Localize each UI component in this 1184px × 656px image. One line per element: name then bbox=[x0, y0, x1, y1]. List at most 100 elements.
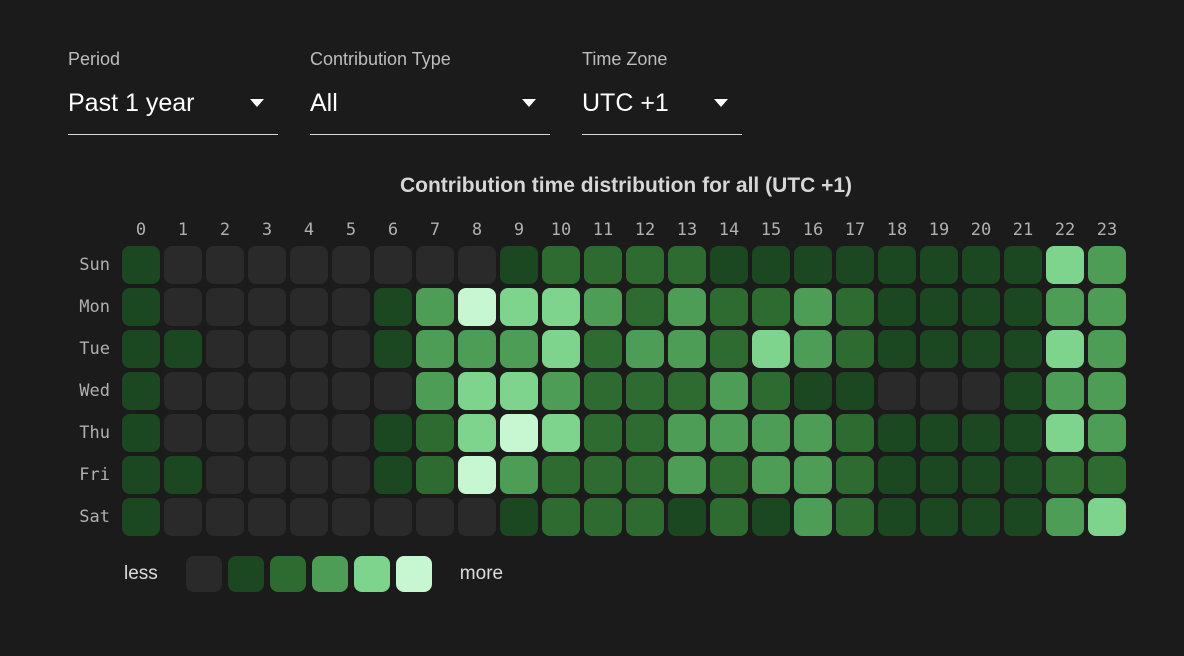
heatmap-cell bbox=[164, 330, 202, 368]
heatmap-cell bbox=[1004, 456, 1042, 494]
heatmap-cell bbox=[752, 414, 790, 452]
hour-label: 16 bbox=[802, 220, 824, 240]
heatmap-cell bbox=[626, 288, 664, 326]
heatmap-cell bbox=[542, 372, 580, 410]
heatmap-cell bbox=[542, 330, 580, 368]
heatmap-cell bbox=[836, 414, 874, 452]
heatmap-cell bbox=[668, 456, 706, 494]
hour-label: 13 bbox=[676, 220, 698, 240]
heatmap-cell bbox=[416, 246, 454, 284]
hour-label: 22 bbox=[1054, 220, 1076, 240]
legend-swatch bbox=[311, 556, 348, 592]
heatmap-cell bbox=[332, 288, 370, 326]
day-label: Tue bbox=[79, 339, 110, 359]
heatmap-cell bbox=[416, 372, 454, 410]
hour-label: 21 bbox=[1012, 220, 1034, 240]
hour-label: 14 bbox=[718, 220, 740, 240]
heatmap-cell bbox=[290, 246, 328, 284]
heatmap-cell bbox=[542, 288, 580, 326]
heatmap-cell bbox=[164, 498, 202, 536]
heatmap-cell bbox=[752, 456, 790, 494]
heatmap-cell bbox=[584, 498, 622, 536]
heatmap-cell bbox=[206, 414, 244, 452]
heatmap-cell bbox=[290, 330, 328, 368]
heatmap-corner-spacer bbox=[68, 216, 118, 242]
heatmap-cell bbox=[584, 288, 622, 326]
heatmap-cell bbox=[794, 498, 832, 536]
heatmap-cell bbox=[836, 330, 874, 368]
heatmap-cell bbox=[836, 372, 874, 410]
contribution-type-label: Contribution Type bbox=[310, 49, 451, 69]
heatmap-cell bbox=[164, 288, 202, 326]
hour-label: 15 bbox=[760, 220, 782, 240]
chevron-down-icon bbox=[250, 99, 264, 107]
heatmap-cell bbox=[122, 372, 160, 410]
time-zone-value: UTC +1 bbox=[582, 89, 669, 117]
heatmap-cell bbox=[1088, 288, 1126, 326]
heatmap-cell bbox=[584, 456, 622, 494]
heatmap-cell bbox=[836, 246, 874, 284]
heatmap-cell bbox=[668, 498, 706, 536]
heatmap-cell bbox=[962, 330, 1000, 368]
period-dropdown[interactable]: Past 1 year bbox=[68, 86, 278, 135]
heatmap-cell bbox=[1046, 414, 1084, 452]
hour-label: 19 bbox=[928, 220, 950, 240]
heatmap-cell bbox=[626, 246, 664, 284]
hour-label: 11 bbox=[592, 220, 614, 240]
heatmap-cell bbox=[794, 456, 832, 494]
contribution-type-dropdown[interactable]: All bbox=[310, 86, 550, 135]
legend-swatch bbox=[353, 556, 390, 592]
heatmap-cell bbox=[920, 456, 958, 494]
heatmap-cell bbox=[962, 414, 1000, 452]
hour-label: 0 bbox=[135, 220, 147, 240]
hour-label: 8 bbox=[471, 220, 483, 240]
heatmap-cell bbox=[122, 288, 160, 326]
heatmap-cell bbox=[920, 288, 958, 326]
time-zone-dropdown[interactable]: UTC +1 bbox=[582, 86, 742, 135]
hour-label: 4 bbox=[303, 220, 315, 240]
day-label: Mon bbox=[79, 297, 110, 317]
heatmap-cell bbox=[1046, 288, 1084, 326]
heatmap-cell bbox=[458, 372, 496, 410]
heatmap-cell bbox=[500, 246, 538, 284]
heatmap-cell bbox=[752, 498, 790, 536]
heatmap-cell bbox=[374, 246, 412, 284]
heatmap-cell bbox=[248, 288, 286, 326]
heatmap-cell bbox=[500, 288, 538, 326]
heatmap-cell bbox=[290, 414, 328, 452]
heatmap-cell bbox=[332, 456, 370, 494]
heatmap-cell bbox=[458, 498, 496, 536]
heatmap-cell bbox=[374, 330, 412, 368]
hour-label: 17 bbox=[844, 220, 866, 240]
heatmap-cell bbox=[626, 330, 664, 368]
heatmap-cell bbox=[206, 246, 244, 284]
heatmap-cell bbox=[962, 498, 1000, 536]
heatmap-cell bbox=[122, 246, 160, 284]
legend-swatches bbox=[185, 556, 432, 592]
heatmap-cell bbox=[164, 246, 202, 284]
heatmap-cell bbox=[332, 414, 370, 452]
heatmap-cell bbox=[794, 288, 832, 326]
heatmap-cell bbox=[500, 414, 538, 452]
heatmap-cell bbox=[1088, 414, 1126, 452]
heatmap-cell bbox=[332, 498, 370, 536]
heatmap-cell bbox=[458, 414, 496, 452]
heatmap-cell bbox=[206, 288, 244, 326]
heatmap-cell bbox=[248, 498, 286, 536]
heatmap-cell bbox=[1088, 372, 1126, 410]
heatmap-cell bbox=[626, 498, 664, 536]
heatmap-cell bbox=[710, 288, 748, 326]
heatmap-cell bbox=[374, 498, 412, 536]
heatmap-cell bbox=[668, 246, 706, 284]
heatmap-cell bbox=[164, 456, 202, 494]
period-label: Period bbox=[68, 49, 121, 69]
heatmap-cell bbox=[500, 498, 538, 536]
heatmap-cell bbox=[500, 372, 538, 410]
heatmap-cell bbox=[500, 456, 538, 494]
heatmap-cell bbox=[836, 456, 874, 494]
heatmap-cell bbox=[206, 498, 244, 536]
legend-swatch bbox=[185, 556, 222, 592]
heatmap-cell bbox=[416, 330, 454, 368]
heatmap-cell bbox=[458, 246, 496, 284]
heatmap-cell bbox=[248, 372, 286, 410]
